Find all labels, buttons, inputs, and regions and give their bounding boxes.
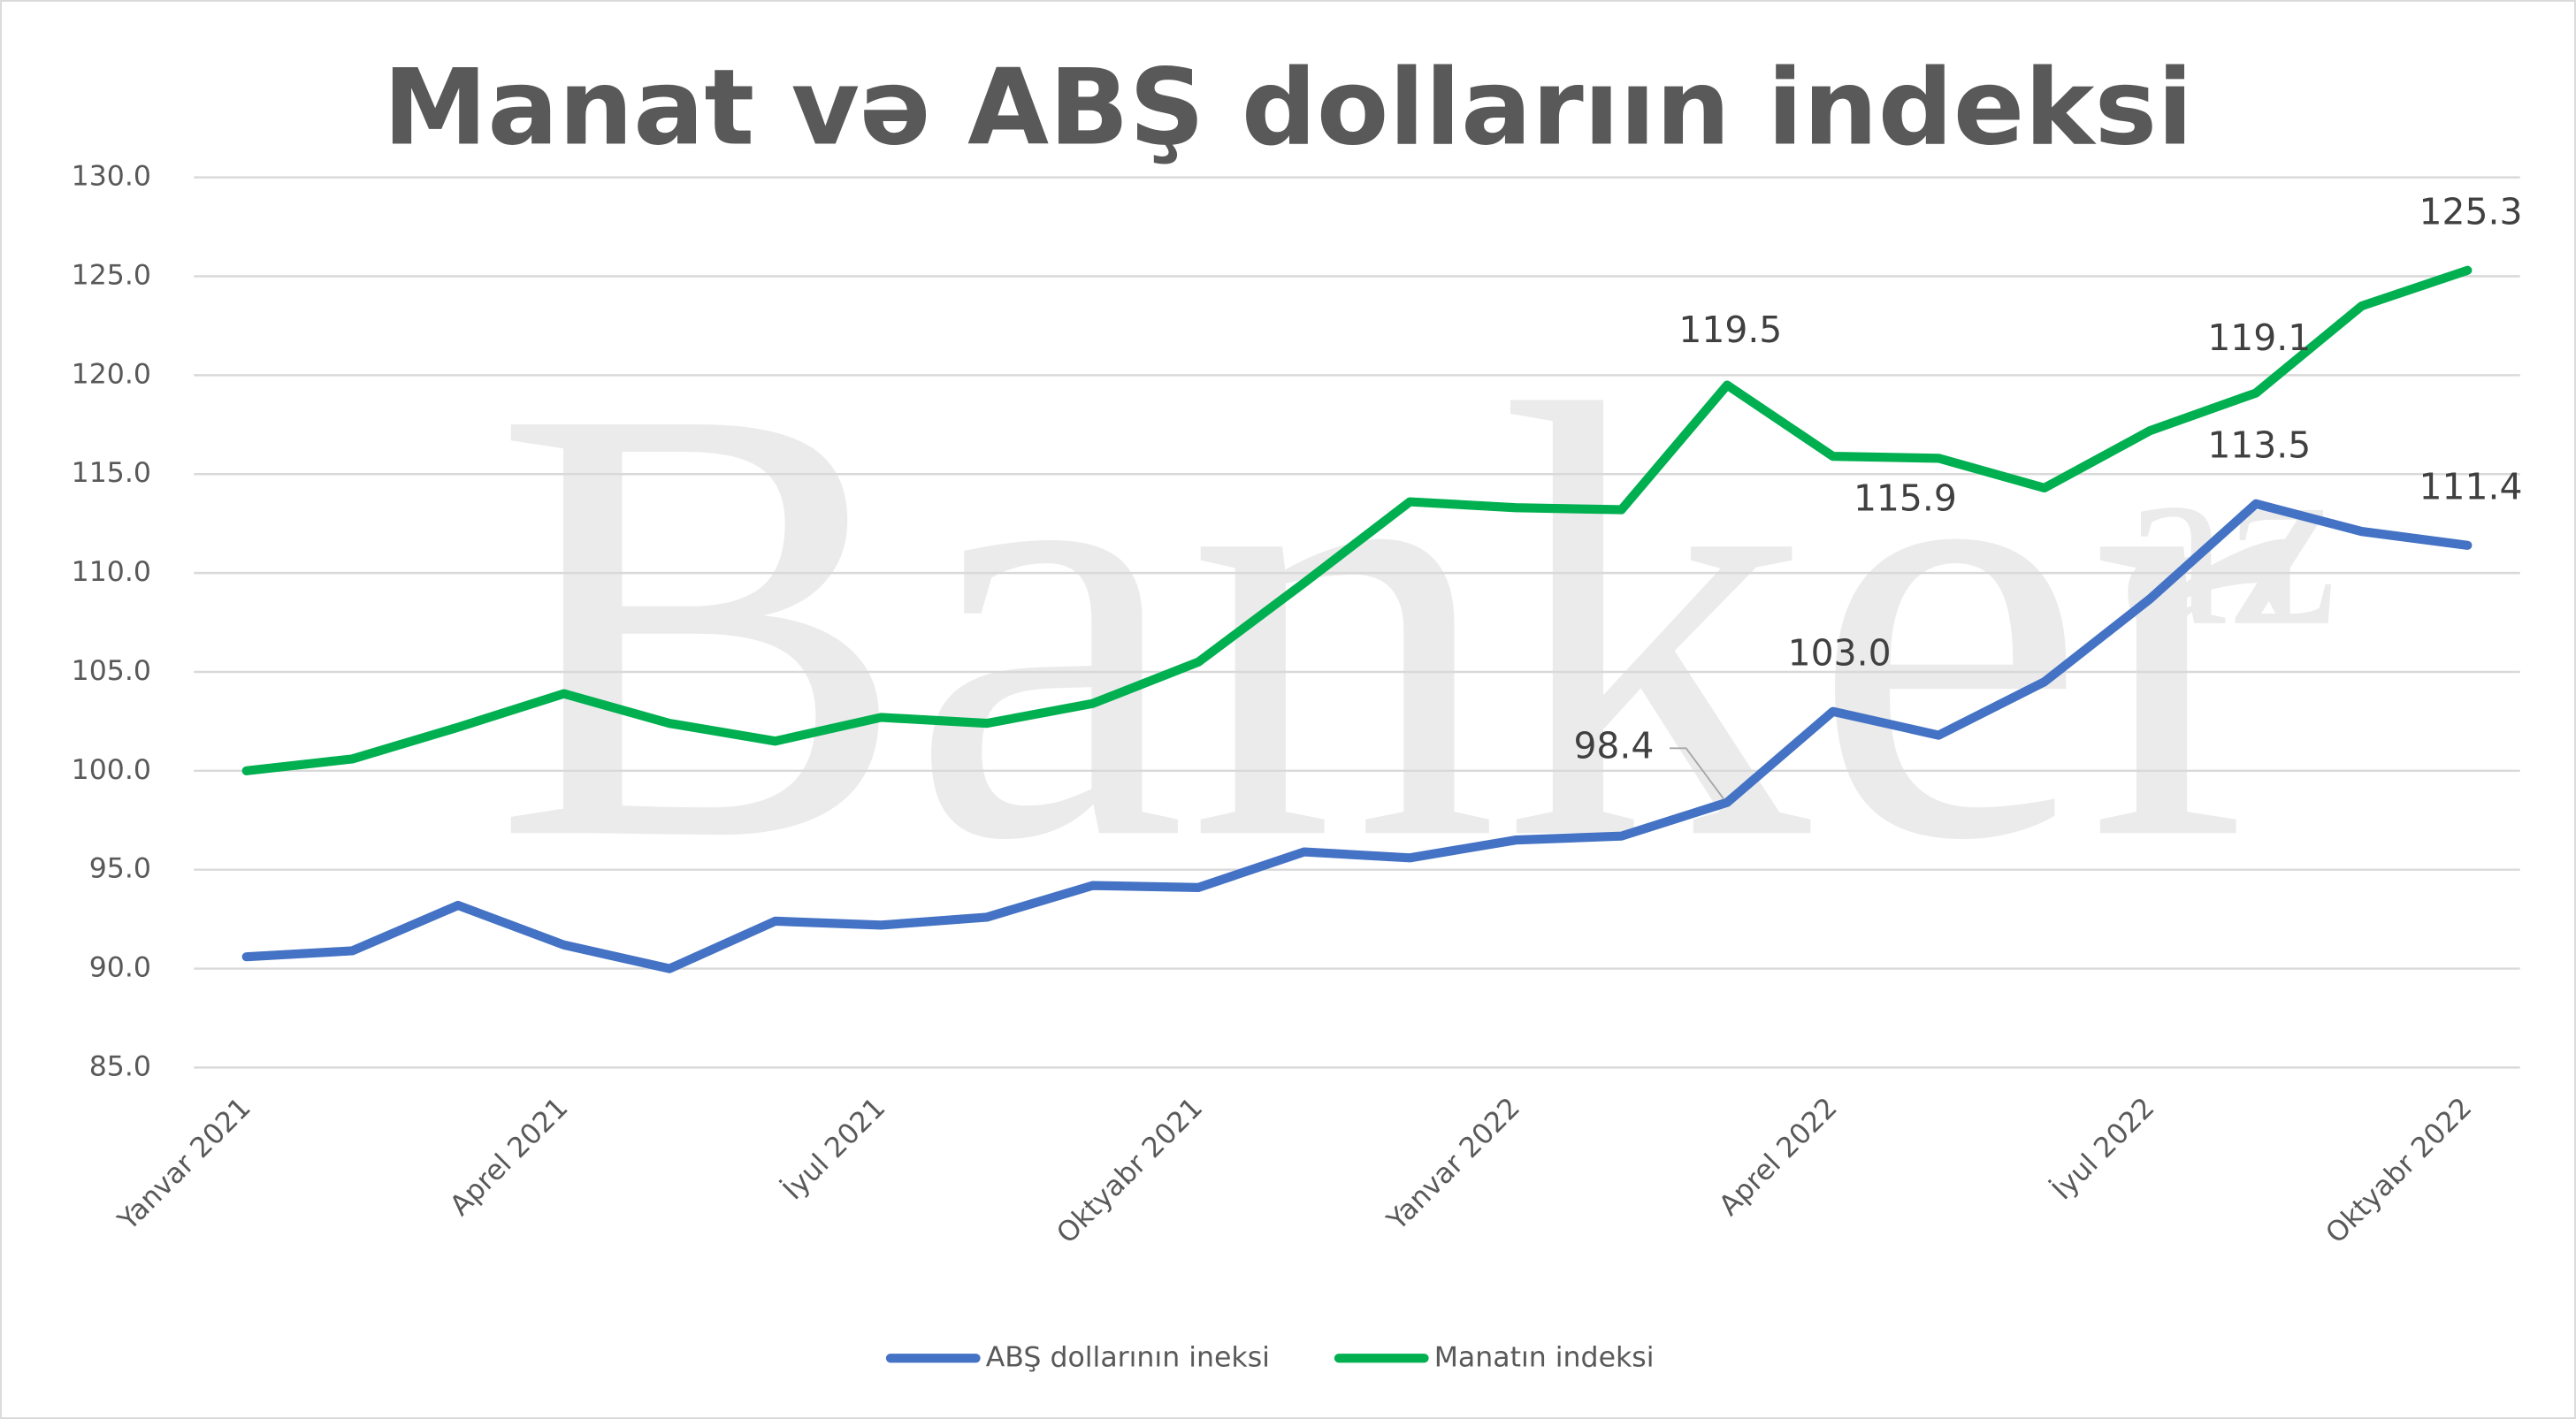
watermark-group: Banker az [493, 277, 2337, 968]
data-label: 103.0 [1788, 632, 1892, 675]
y-tick-label: 90.0 [89, 952, 151, 984]
watermark: Banker [493, 277, 2295, 968]
y-tick-label: 120.0 [72, 358, 151, 390]
y-tick-label: 125.0 [72, 259, 151, 291]
data-label: 125.3 [2419, 191, 2523, 233]
data-label: 119.5 [1678, 309, 1782, 351]
watermark-suffix: az [2119, 405, 2337, 677]
y-tick-label: 85.0 [89, 1050, 151, 1082]
y-tick-label: 115.0 [72, 457, 151, 489]
leader-line [1670, 747, 1725, 800]
y-tick-label: 110.0 [72, 556, 151, 588]
data-label: 113.5 [2207, 424, 2311, 467]
y-tick-label: 105.0 [72, 655, 151, 687]
y-tick-label: 130.0 [72, 161, 151, 193]
data-label: 98.4 [1573, 724, 1654, 767]
y-tick-label: 100.0 [72, 754, 151, 786]
legend-label: ABŞ dollarının ineksi [986, 1341, 1270, 1373]
data-label: 111.4 [2419, 466, 2523, 508]
data-label: 115.9 [1854, 477, 1957, 519]
y-tick-label: 95.0 [89, 853, 151, 885]
series-line [241, 499, 2473, 973]
chart-title: Manat və ABŞ dollarıın indeksi [383, 48, 2193, 170]
data-label: 119.1 [2207, 317, 2311, 359]
series-line [241, 265, 2473, 775]
legend-label: Manatın indeksi [1434, 1341, 1655, 1373]
